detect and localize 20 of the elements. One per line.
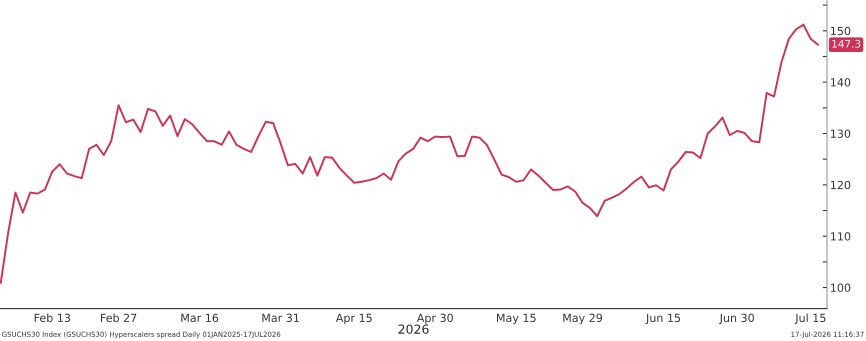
y-tick-label: 110 <box>831 232 850 241</box>
x-tick-label: Feb 13 <box>34 313 70 322</box>
y-tick-label: 150 <box>831 26 850 36</box>
x-tick-label: Mar 31 <box>262 314 299 322</box>
x-tick-label: Feb 27 <box>100 313 136 322</box>
x-tick-label: Mar 16 <box>181 314 218 322</box>
x-tick-label: Jul 15 <box>794 313 826 324</box>
x-tick-label: May 29 <box>563 314 602 324</box>
data-label: 147.3 <box>832 40 860 48</box>
x-tick-label: Jun 30 <box>719 314 754 324</box>
y-tick-label: 140 <box>831 78 850 87</box>
x-tick-label: Apr 30 <box>416 314 453 324</box>
x-tick-label: Apr 15 <box>336 314 372 324</box>
line-series <box>0 24 820 284</box>
y-tick-label: 130 <box>831 129 850 138</box>
y-tick-label: 100 <box>831 284 850 292</box>
y-tick-label: 120 <box>831 180 850 190</box>
x-tick-label: May 15 <box>497 314 536 324</box>
x-axis-title: 2026 <box>398 324 429 334</box>
x-tick-label: Jun 15 <box>645 314 680 324</box>
